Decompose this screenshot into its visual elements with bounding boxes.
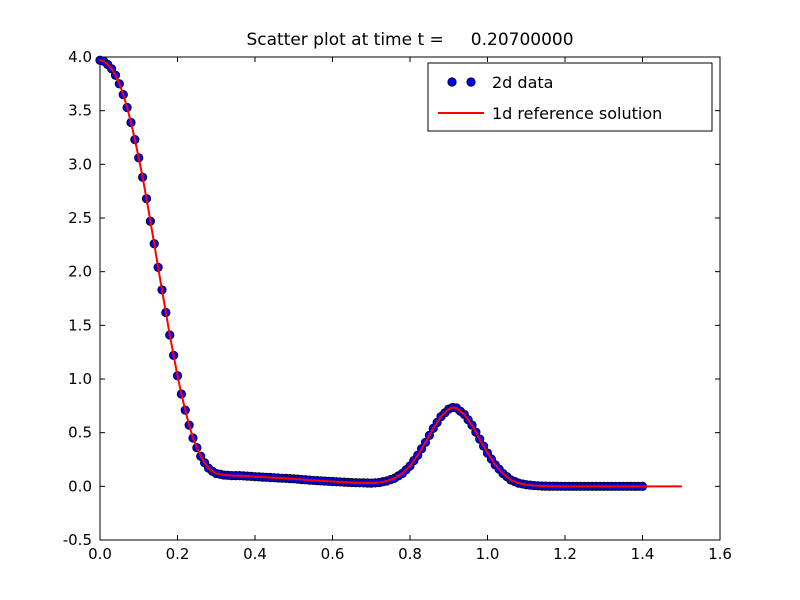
reference-line-path <box>99 59 683 488</box>
y-tick-label: 1.0 <box>68 370 92 388</box>
x-tick-label: 0.0 <box>88 545 112 563</box>
plot-area: 0.0 0.2 0.4 0.6 0.8 1.0 1.2 1.4 1.6-0.50.00.51.0… <box>63 48 732 563</box>
y-tick-label: 0.0 <box>68 477 92 495</box>
y-tick-label: 2.5 <box>68 209 92 227</box>
x-tick-label: 0.6 <box>321 545 345 563</box>
y-tick-label: 1.5 <box>68 316 92 334</box>
legend: 2d data 1d reference solution <box>427 62 713 132</box>
legend-label-2d-data: 2d data <box>492 73 553 92</box>
y-tick-label: 2.0 <box>68 263 92 281</box>
y-tick-label: 3.5 <box>68 102 92 120</box>
x-tick-label: 0.2 <box>166 545 190 563</box>
x-tick-label: 1.4 <box>631 545 655 563</box>
legend-box <box>427 62 713 132</box>
chart-title: Scatter plot at time t = 0.20700000 <box>246 30 573 50</box>
legend-label-1d-reference-solution: 1d reference solution <box>492 104 662 123</box>
legend-marker-2d-data-dot-1 <box>447 77 457 87</box>
x-tick-label: 0.8 <box>398 545 422 563</box>
x-tick-label: 1.6 <box>708 545 732 563</box>
x-tick-label: 1.0 <box>476 545 500 563</box>
y-tick-label: -0.5 <box>63 531 92 549</box>
legend-marker-2d-data-dot-2 <box>466 77 476 87</box>
y-tick-label: 4.0 <box>68 48 92 66</box>
y-tick-label: 0.5 <box>68 424 92 442</box>
x-tick-label: 0.4 <box>243 545 267 563</box>
y-tick-label: 3.0 <box>68 155 92 173</box>
x-tick-label: 1.2 <box>553 545 577 563</box>
